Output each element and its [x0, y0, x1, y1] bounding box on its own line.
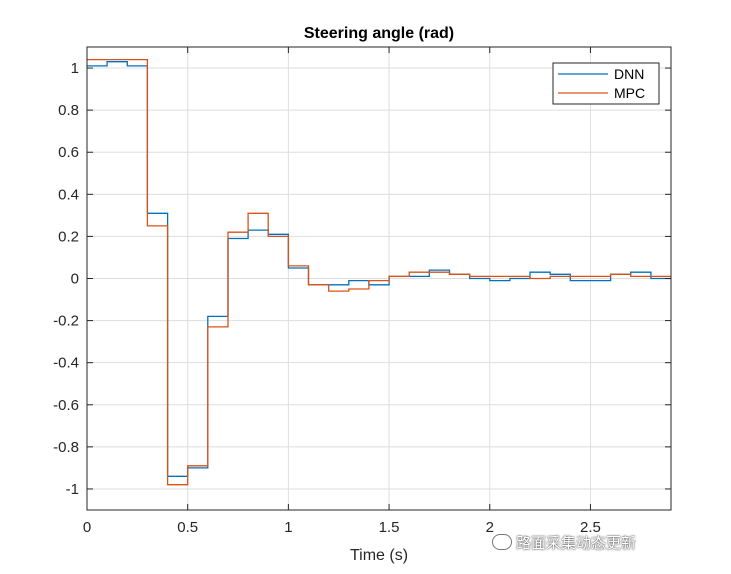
series-line-mpc	[87, 58, 671, 486]
x-tick-label: 0	[83, 519, 91, 536]
y-tick-label: 0.6	[58, 144, 79, 161]
legend-label-dnn: DNN	[614, 66, 644, 82]
legend-box	[552, 62, 660, 105]
x-tick-label: 1.5	[379, 519, 400, 536]
x-tick-label: 1	[284, 519, 292, 536]
x-tick-label: 2.5	[580, 519, 601, 536]
y-tick-label: 1	[71, 60, 79, 77]
tick-labels: 0 0.5 1 1.5 2 2.5 1 0.8 0.6 0.4 0.2 0 -0.2 -0.4 -0.6 -0…	[53, 60, 601, 536]
x-tick-label: 0.5	[177, 519, 198, 536]
series-layer	[87, 58, 671, 486]
legend: DNN MPC	[552, 62, 660, 105]
y-tick-label: 0.4	[58, 186, 79, 203]
y-tick-label: -0.2	[53, 313, 79, 330]
legend-label-mpc: MPC	[614, 85, 645, 101]
y-tick-label: 0.2	[58, 228, 79, 245]
wechat-icon	[492, 534, 512, 550]
y-tick-label: -0.8	[53, 439, 79, 456]
x-tick-label: 2	[486, 519, 494, 536]
grid	[86, 47, 671, 510]
y-tick-label: -0.6	[53, 397, 79, 414]
watermark: 路面采集动态更新	[492, 532, 636, 553]
tick-marks	[86, 47, 671, 510]
x-axis-label: Time (s)	[350, 547, 408, 564]
y-tick-label: 0	[71, 271, 79, 288]
y-tick-label: 0.8	[58, 102, 79, 119]
y-tick-label: -1	[66, 481, 79, 498]
y-tick-label: -0.4	[53, 355, 79, 372]
watermark-text: 路面采集动态更新	[516, 535, 637, 552]
chart-title: Steering angle (rad)	[304, 25, 454, 42]
